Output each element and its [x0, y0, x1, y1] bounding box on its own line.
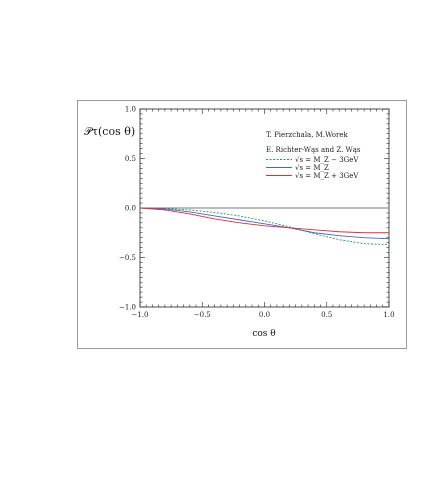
figure-frame: −1.0 −0.5 0.0 0.5 1.0 −1.0 −0.5 0.0 0.5 1.0 𝒫τ(co…	[77, 100, 407, 349]
legend-label-1: √s = M_Z − 3GeV	[295, 156, 359, 164]
x-axis-title: cos θ	[252, 329, 275, 339]
x-tick-label: 1.0	[383, 311, 394, 319]
series-line-3	[139, 207, 389, 234]
y-axis-title: 𝒫τ(cos θ)	[84, 125, 135, 138]
y-tick-label: 1.0	[125, 106, 136, 114]
series-line-2	[139, 207, 390, 240]
legend-label-2: √s = M_Z	[295, 164, 329, 172]
annotation-authors-1: T. Pierzchala, M.Worek	[266, 131, 348, 139]
legend-label-3: √s = M_Z + 3GeV	[295, 172, 359, 180]
y-tick-label: −0.5	[119, 254, 136, 262]
series-line-1	[139, 207, 390, 246]
plot-area: −1.0 −0.5 0.0 0.5 1.0 −1.0 −0.5 0.0 0.5 1.0	[119, 106, 395, 320]
chart: −1.0 −0.5 0.0 0.5 1.0 −1.0 −0.5 0.0 0.5 1.0 𝒫τ(co…	[84, 106, 395, 340]
annotation-authors-2: E. Richter-Wąs and Z. Wąs	[266, 146, 361, 154]
legend: √s = M_Z − 3GeV√s = M_Z√s = M_Z + 3GeV	[266, 156, 359, 180]
x-tick-label: 0.5	[321, 311, 332, 319]
y-tick-label: 0.5	[125, 155, 136, 163]
y-tick-label: −1.0	[119, 304, 136, 312]
x-tick-label: −1.0	[132, 311, 149, 319]
x-tick-label: 0.0	[259, 311, 270, 319]
x-tick-label: −0.5	[194, 311, 211, 319]
y-tick-label: 0.0	[125, 205, 136, 213]
